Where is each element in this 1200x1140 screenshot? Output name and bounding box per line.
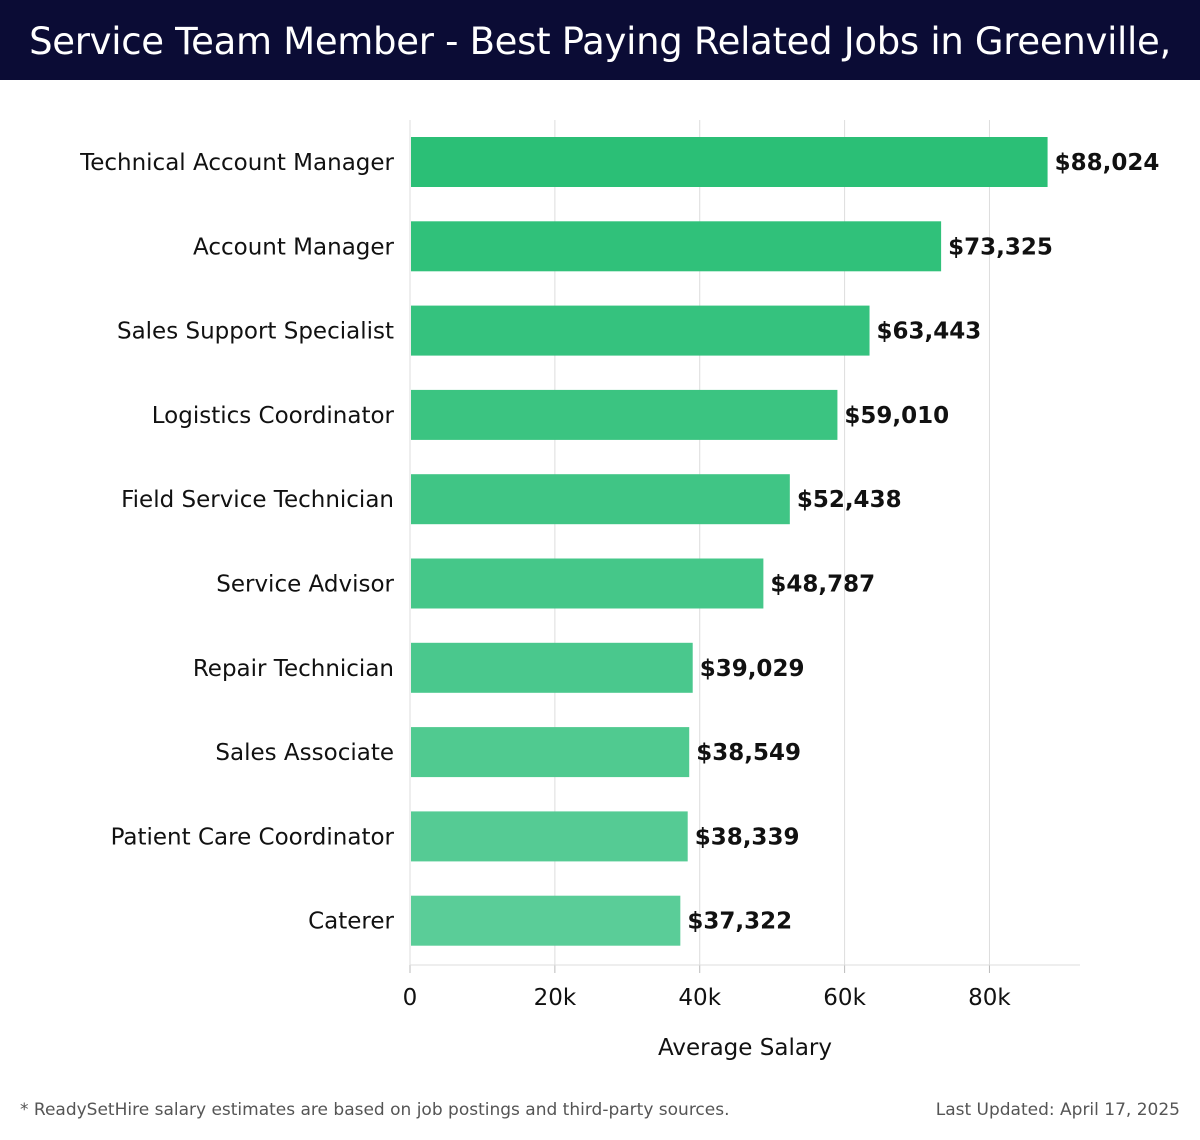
value-label: $59,010 <box>844 403 949 429</box>
x-tick-label: 20k <box>534 985 577 1011</box>
x-axis-title: Average Salary <box>658 1035 832 1061</box>
value-label: $38,339 <box>695 824 800 850</box>
category-label: Patient Care Coordinator <box>111 824 395 850</box>
x-tick-label: 60k <box>823 985 866 1011</box>
value-label: $88,024 <box>1055 150 1160 176</box>
bar-chart: Technical Account Manager $88,024 Account … <box>79 120 1159 1061</box>
bar <box>411 895 681 946</box>
x-tick-label: 0 <box>403 985 418 1011</box>
category-label: Caterer <box>308 909 394 935</box>
chart-title: Service Team Member - Best Paying Relate… <box>29 20 1171 147</box>
bar <box>411 558 764 609</box>
category-label: Sales Associate <box>215 740 394 766</box>
category-label: Repair Technician <box>193 656 394 682</box>
category-label: Logistics Coordinator <box>152 403 395 429</box>
x-tick-label: 80k <box>968 985 1011 1011</box>
bar <box>411 389 838 440</box>
value-label: $48,787 <box>770 572 875 598</box>
bar <box>411 305 870 356</box>
bar <box>411 811 688 862</box>
category-label: Field Service Technician <box>121 487 394 513</box>
value-label: $52,438 <box>797 487 902 513</box>
bar <box>411 474 790 525</box>
bars: Technical Account Manager $88,024 Account … <box>79 137 1159 946</box>
bar <box>411 727 690 778</box>
value-label: $63,443 <box>877 319 982 345</box>
x-tick-label: 40k <box>678 985 721 1011</box>
value-label: $73,325 <box>948 234 1053 260</box>
x-axis: 0 20k 40k 60k 80k <box>403 120 1080 1011</box>
bar <box>411 221 942 272</box>
category-label: Technical Account Manager <box>79 150 394 176</box>
category-label: Account Manager <box>193 234 395 260</box>
chart-header: Service Team Member - Best Paying Relate… <box>0 0 1200 147</box>
value-label: $38,549 <box>696 740 801 766</box>
value-label: $37,322 <box>687 909 792 935</box>
bar <box>411 137 1048 187</box>
footer-note: * ReadySetHire salary estimates are base… <box>20 1100 730 1120</box>
category-label: Sales Support Specialist <box>117 319 394 345</box>
value-label: $39,029 <box>700 656 805 682</box>
category-label: Service Advisor <box>216 572 394 598</box>
bar <box>411 642 693 693</box>
last-updated: Last Updated: April 17, 2025 <box>935 1100 1180 1120</box>
